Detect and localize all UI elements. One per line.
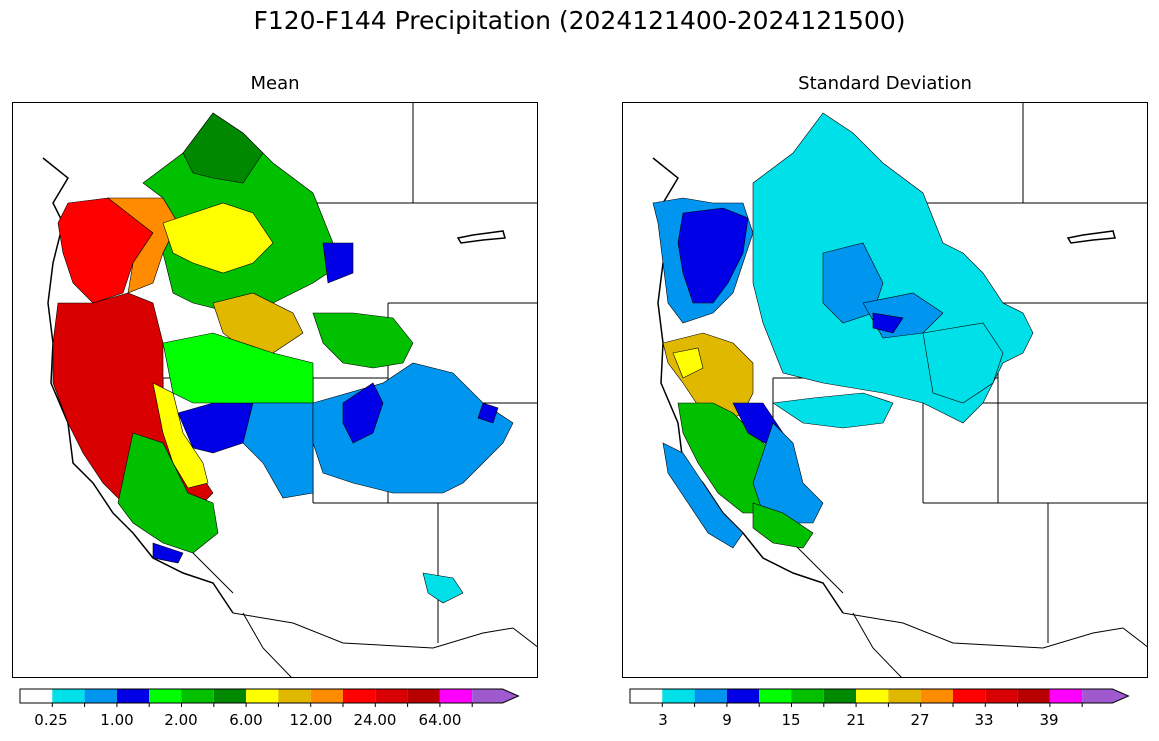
colorbar-segment: [181, 689, 214, 703]
colorbar-segment: [472, 689, 519, 703]
colorbar-segment: [888, 689, 921, 703]
colorbar-segment: [52, 689, 85, 703]
mean-tick-label: 0.25: [34, 711, 68, 729]
colorbar-segment: [278, 689, 311, 703]
stddev-tick-label: 39: [1039, 711, 1059, 729]
mean-tick-label: 1.00: [100, 711, 134, 729]
mean-tick-label: 2.00: [164, 711, 198, 729]
stddev-tick-label: 33: [974, 711, 994, 729]
colorbar-segment: [1049, 689, 1083, 703]
colorbar-segment: [1017, 689, 1050, 703]
colorbar-segment: [375, 689, 408, 703]
stddev-tick-label: 9: [722, 711, 732, 729]
figure-title: F120-F144 Precipitation (2024121400-2024…: [253, 6, 906, 35]
mean-panel-title: Mean: [250, 73, 300, 94]
mean-tick-label: 12.00: [289, 711, 333, 729]
colorbar-segment: [662, 689, 695, 703]
colorbar-segment: [84, 689, 117, 703]
colorbar-segment: [694, 689, 727, 703]
colorbar-segment: [310, 689, 343, 703]
colorbar-segment: [920, 689, 953, 703]
colorbar-segment: [953, 689, 986, 703]
mean-tick-label: 64.00: [418, 711, 462, 729]
colorbar-segment: [985, 689, 1018, 703]
colorbar-outline: [19, 688, 520, 704]
stddev-tick-label: 21: [846, 711, 866, 729]
mean-colorbar: [19, 688, 530, 707]
colorbar-segment: [213, 689, 247, 703]
mean-tick-label: 24.00: [353, 711, 397, 729]
colorbar-segment: [856, 689, 889, 703]
colorbar-segment: [116, 689, 150, 703]
mean-colorbar-labels: 0.25 1.00 2.00 6.00 12.00 24.00 64.00: [20, 711, 530, 731]
colorbar-outline: [629, 688, 1130, 704]
stddev-tick-label: 27: [910, 711, 930, 729]
mean-map: [12, 102, 538, 678]
colorbar-segment: [791, 689, 824, 703]
stddev-colorbar: [629, 688, 1140, 707]
colorbar-segment: [343, 689, 376, 703]
colorbar-segment: [407, 689, 440, 703]
stddev-panel-title: Standard Deviation: [798, 73, 972, 94]
stddev-colorbar-labels: 3 9 15 21 27 33 39: [630, 711, 1140, 731]
colorbar-segment: [1082, 689, 1129, 703]
colorbar-segment: [246, 689, 279, 703]
colorbar-segment: [759, 689, 792, 703]
stddev-tick-label: 3: [658, 711, 668, 729]
colorbar-segment: [823, 689, 857, 703]
mean-tick-label: 6.00: [229, 711, 263, 729]
colorbar-segment: [630, 689, 663, 703]
stddev-map: [622, 102, 1148, 678]
colorbar-segment: [149, 689, 182, 703]
colorbar-segment: [20, 689, 53, 703]
stddev-tick-label: 15: [781, 711, 801, 729]
colorbar-segment: [726, 689, 760, 703]
colorbar-segment: [439, 689, 473, 703]
